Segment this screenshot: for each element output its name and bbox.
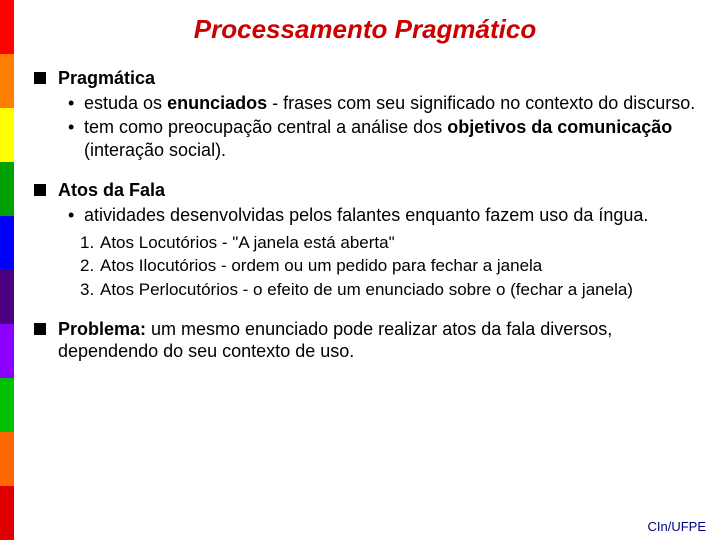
bullet-item: estuda os enunciados - frases com seu si… — [58, 92, 700, 115]
bullet-list: estuda os enunciados - frases com seu si… — [58, 92, 700, 162]
section-head: Pragmática — [58, 68, 155, 88]
section-problema: Problema: um mesmo enunciado pode realiz… — [30, 318, 700, 363]
bullet-list: atividades desenvolvidas pelos falantes … — [58, 204, 700, 227]
bullet-text: (interação social). — [84, 140, 226, 160]
bullet-text: tem como preocupação central a análise d… — [84, 117, 447, 137]
stripe-seg — [0, 0, 14, 54]
section-head: Atos da Fala — [58, 180, 165, 200]
stripe-seg — [0, 270, 14, 324]
bullet-text: - frases com seu significado no contexto… — [267, 93, 695, 113]
bullet-bold: objetivos da comunicação — [447, 117, 672, 137]
side-stripe — [0, 0, 14, 540]
stripe-seg — [0, 432, 14, 486]
bullet-text: atividades desenvolvidas pelos falantes … — [84, 205, 648, 225]
num-item: 1. Atos Locutórios - "A janela está aber… — [80, 232, 700, 253]
main-list: Pragmática estuda os enunciados - frases… — [30, 67, 700, 363]
numbered-list: 1. Atos Locutórios - "A janela está aber… — [80, 232, 700, 300]
section-atos-da-fala: Atos da Fala atividades desenvolvidas pe… — [30, 179, 700, 300]
stripe-seg — [0, 324, 14, 378]
num-item: 3. Atos Perlocutórios - o efeito de um e… — [80, 279, 700, 300]
num-text: Atos Locutórios - "A janela está aberta" — [100, 233, 395, 252]
bullet-item: atividades desenvolvidas pelos falantes … — [58, 204, 700, 227]
num-text: Atos Perlocutórios - o efeito de um enun… — [100, 280, 633, 299]
bullet-item: tem como preocupação central a análise d… — [58, 116, 700, 161]
stripe-seg — [0, 486, 14, 540]
bullet-bold: enunciados — [167, 93, 267, 113]
num-item: 2. Atos Ilocutórios - ordem ou um pedido… — [80, 255, 700, 276]
stripe-seg — [0, 54, 14, 108]
slide-content: Processamento Pragmático Pragmática estu… — [30, 14, 700, 381]
stripe-seg — [0, 162, 14, 216]
section-head-inline: Problema: — [58, 319, 146, 339]
slide-title: Processamento Pragmático — [30, 14, 700, 45]
stripe-seg — [0, 108, 14, 162]
num-marker: 2. — [80, 255, 94, 276]
num-text: Atos Ilocutórios - ordem ou um pedido pa… — [100, 256, 542, 275]
stripe-seg — [0, 216, 14, 270]
section-pragmatica: Pragmática estuda os enunciados - frases… — [30, 67, 700, 161]
num-marker: 3. — [80, 279, 94, 300]
footer-credit: CIn/UFPE — [647, 519, 706, 534]
stripe-seg — [0, 378, 14, 432]
bullet-text: estuda os — [84, 93, 167, 113]
num-marker: 1. — [80, 232, 94, 253]
